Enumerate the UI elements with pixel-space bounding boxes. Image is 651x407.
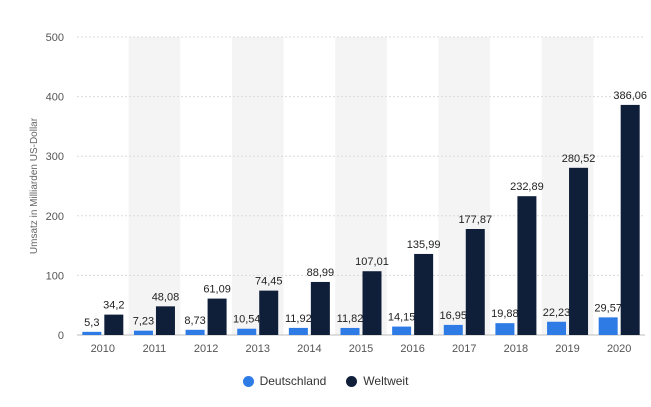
x-tick-2010: 2010 (91, 343, 115, 355)
y-tick-100: 100 (46, 270, 64, 282)
data-label-weltweit-2010: 34,2 (103, 300, 124, 312)
x-tick-2017: 2017 (452, 343, 476, 355)
data-label-deutschland-2012: 8,73 (184, 315, 205, 327)
bar-deutschland-2010 (82, 331, 102, 335)
bar-deutschland-2013 (237, 328, 257, 335)
y-tick-400: 400 (46, 92, 64, 104)
data-label-weltweit-2014: 88,99 (307, 267, 335, 279)
bar-weltweit-2010 (104, 314, 124, 335)
bar-weltweit-2020 (620, 104, 640, 336)
legend-label-weltweit: Weltweit (363, 374, 409, 388)
bar-weltweit-2017 (465, 228, 485, 335)
y-tick-300: 300 (46, 151, 64, 163)
x-tick-2016: 2016 (400, 343, 424, 355)
bar-weltweit-2015 (362, 271, 382, 335)
x-tick-2015: 2015 (349, 343, 373, 355)
band-2013 (231, 37, 284, 335)
data-label-deutschland-2017: 16,95 (440, 310, 468, 322)
data-label-weltweit-2015: 107,01 (355, 256, 389, 268)
data-label-weltweit-2018: 232,89 (510, 181, 544, 193)
y-tick-200: 200 (46, 211, 64, 223)
bar-deutschland-2011 (133, 330, 153, 335)
data-label-weltweit-2017: 177,87 (458, 214, 492, 226)
bar-deutschland-2016 (392, 326, 412, 335)
legend-label-deutschland: Deutschland (259, 374, 327, 388)
data-label-deutschland-2019: 22,23 (543, 307, 571, 319)
bar-deutschland-2015 (340, 327, 360, 335)
bar-weltweit-2012 (207, 298, 227, 335)
bar-weltweit-2019 (569, 167, 589, 335)
legend-item-weltweit[interactable]: Weltweit (346, 374, 408, 388)
bar-weltweit-2013 (259, 290, 279, 335)
y-tick-0: 0 (58, 330, 64, 342)
bar-deutschland-2014 (288, 327, 308, 335)
x-tick-2013: 2013 (245, 343, 269, 355)
legend-marker-weltweit (346, 375, 358, 387)
data-label-weltweit-2016: 135,99 (407, 239, 441, 251)
bar-deutschland-2019 (547, 321, 567, 335)
bar-deutschland-2020 (598, 317, 618, 335)
data-label-deutschland-2013: 10,54 (233, 314, 261, 326)
bars: 5,3 34,2 7,23 48,08 8,73 61,09 10,54 74,45 11,92… (82, 90, 647, 336)
x-tick-2019: 2019 (555, 343, 579, 355)
data-label-weltweit-2013: 74,45 (255, 276, 283, 288)
data-label-deutschland-2010: 5,3 (84, 317, 99, 329)
legend: Deutschland Weltweit (0, 374, 651, 388)
y-axis-ticks: 0 100 200 300 400 500 (46, 32, 64, 342)
data-label-deutschland-2020: 29,57 (594, 302, 622, 314)
data-label-weltweit-2019: 280,52 (562, 153, 596, 165)
gridlines (77, 36, 645, 336)
data-label-weltweit-2011: 48,08 (152, 291, 180, 303)
bar-weltweit-2014 (310, 281, 330, 335)
legend-marker-deutschland (242, 375, 254, 387)
data-label-deutschland-2018: 19,88 (491, 308, 519, 320)
bar-deutschland-2018 (495, 323, 515, 335)
bar-deutschland-2012 (185, 329, 205, 335)
data-label-deutschland-2014: 11,92 (285, 313, 312, 325)
band-2011 (128, 37, 181, 335)
bar-weltweit-2018 (517, 196, 537, 335)
data-label-weltweit-2020: 386,06 (613, 90, 647, 102)
x-tick-2012: 2012 (194, 343, 218, 355)
bar-weltweit-2011 (155, 306, 175, 335)
data-label-weltweit-2012: 61,09 (203, 284, 231, 296)
bar-weltweit-2016 (414, 253, 434, 335)
data-label-deutschland-2011: 7,23 (133, 316, 154, 328)
bar-deutschland-2017 (443, 324, 463, 335)
x-axis-ticks: 2010 2011 2012 2013 2014 2015 2016 2017 2018 2019… (91, 343, 632, 355)
alternating-bands (128, 37, 594, 335)
x-tick-2014: 2014 (297, 343, 321, 355)
data-label-deutschland-2016: 14,15 (388, 312, 416, 324)
x-tick-2020: 2020 (607, 343, 631, 355)
x-tick-2011: 2011 (143, 343, 167, 355)
data-label-deutschland-2015: 11,82 (337, 313, 364, 325)
x-tick-2018: 2018 (504, 343, 528, 355)
y-axis-label: Umsatz in Milliarden US-Dollar (29, 117, 40, 254)
legend-item-deutschland[interactable]: Deutschland (242, 374, 327, 388)
y-tick-500: 500 (46, 32, 64, 44)
